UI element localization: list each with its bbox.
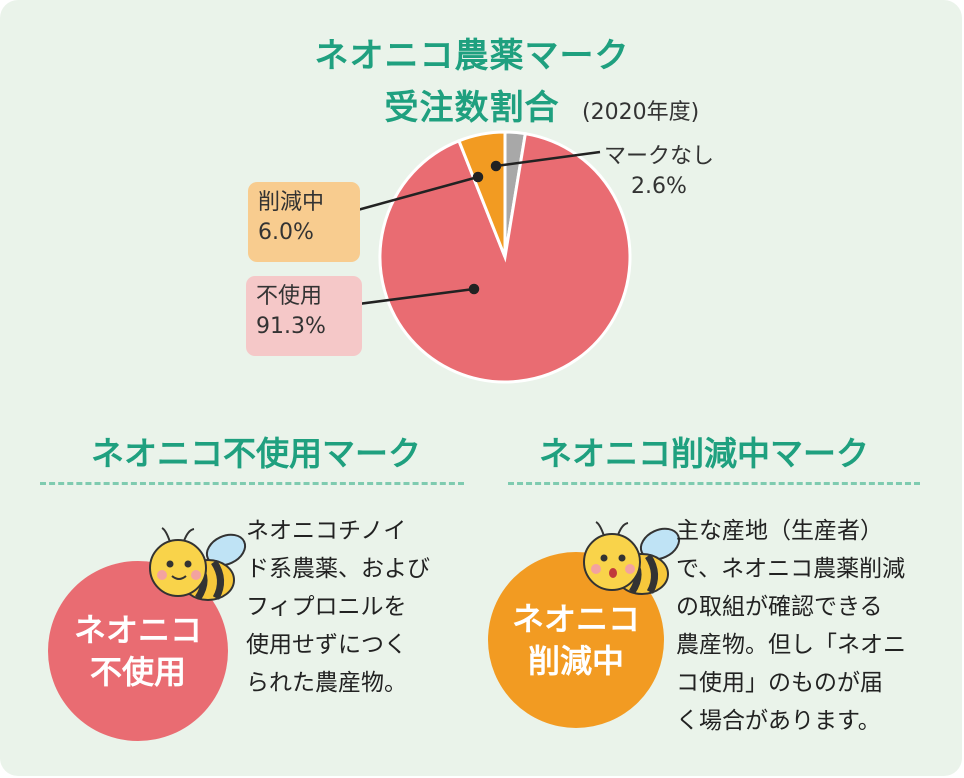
badge-reduce-line2: 削減中 bbox=[527, 642, 624, 680]
chart-title-line2: 受注数割合 bbox=[384, 88, 560, 128]
description-unused-line: られた農産物。 bbox=[246, 670, 407, 696]
description-reduce-line: く場合があります。 bbox=[676, 708, 881, 734]
leader-line-unused bbox=[342, 287, 475, 308]
label-unused-value: 91.3% bbox=[256, 314, 326, 339]
badge-unused-line2: 不使用 bbox=[89, 653, 186, 691]
description-unused-line: ネオニコチノイ bbox=[246, 518, 407, 544]
label-reduce: 削減中 6.0% bbox=[248, 182, 360, 262]
leader-dot-reduce bbox=[472, 171, 484, 183]
label-unused: 不使用 91.3% bbox=[246, 276, 362, 356]
description-reduce-line: の取組が確認できる bbox=[676, 594, 883, 620]
description-unused-line: ド系農薬、および bbox=[246, 556, 430, 582]
description-unused-line: 使用せずにつく bbox=[246, 632, 407, 658]
divider-right bbox=[508, 482, 920, 485]
label-mark-none-name: マークなし bbox=[604, 144, 715, 169]
description-reduce-line: 主な産地（生産者） bbox=[676, 518, 883, 544]
label-reduce-name: 削減中 bbox=[258, 190, 325, 215]
badge-reduce-line1: ネオニコ bbox=[511, 600, 640, 638]
badge-unused-line1: ネオニコ bbox=[73, 611, 202, 649]
divider-left bbox=[40, 482, 464, 485]
label-unused-name: 不使用 bbox=[256, 284, 323, 309]
chart-year: (2020年度) bbox=[582, 100, 700, 125]
pie-slice-1 bbox=[378, 131, 632, 384]
description-reduce: 主な産地（生産者） で、ネオニコ農薬削減 の取組が確認できる 農産物。但し「ネオ… bbox=[676, 512, 938, 740]
leader-dot-mark-none bbox=[490, 160, 502, 172]
chart-title-line1: ネオニコ農薬マーク bbox=[314, 36, 630, 76]
leader-line-mark-none bbox=[495, 150, 601, 168]
description-unused: ネオニコチノイ ド系農薬、および フィプロニルを 使用せずにつく られた農産物。 bbox=[246, 512, 460, 702]
description-reduce-line: コ使用」のものが届 bbox=[676, 670, 883, 696]
section-title-reduce: ネオニコ削減中マーク bbox=[539, 434, 869, 473]
label-mark-none: マークなし 2.6% bbox=[604, 142, 714, 202]
leader-line-reduce bbox=[342, 175, 479, 216]
bee-icon bbox=[149, 527, 247, 601]
description-unused-line: フィプロニルを bbox=[246, 594, 407, 620]
label-mark-none-value: 2.6% bbox=[631, 174, 687, 199]
pie-chart bbox=[342, 130, 632, 384]
section-title-unused: ネオニコ不使用マーク bbox=[91, 434, 421, 473]
leader-dot-unused bbox=[468, 283, 480, 295]
description-reduce-line: で、ネオニコ農薬削減 bbox=[676, 556, 906, 582]
label-reduce-value: 6.0% bbox=[258, 220, 314, 245]
bee-icon bbox=[583, 521, 681, 595]
description-reduce-line: 農産物。但し「ネオニ bbox=[676, 632, 906, 658]
